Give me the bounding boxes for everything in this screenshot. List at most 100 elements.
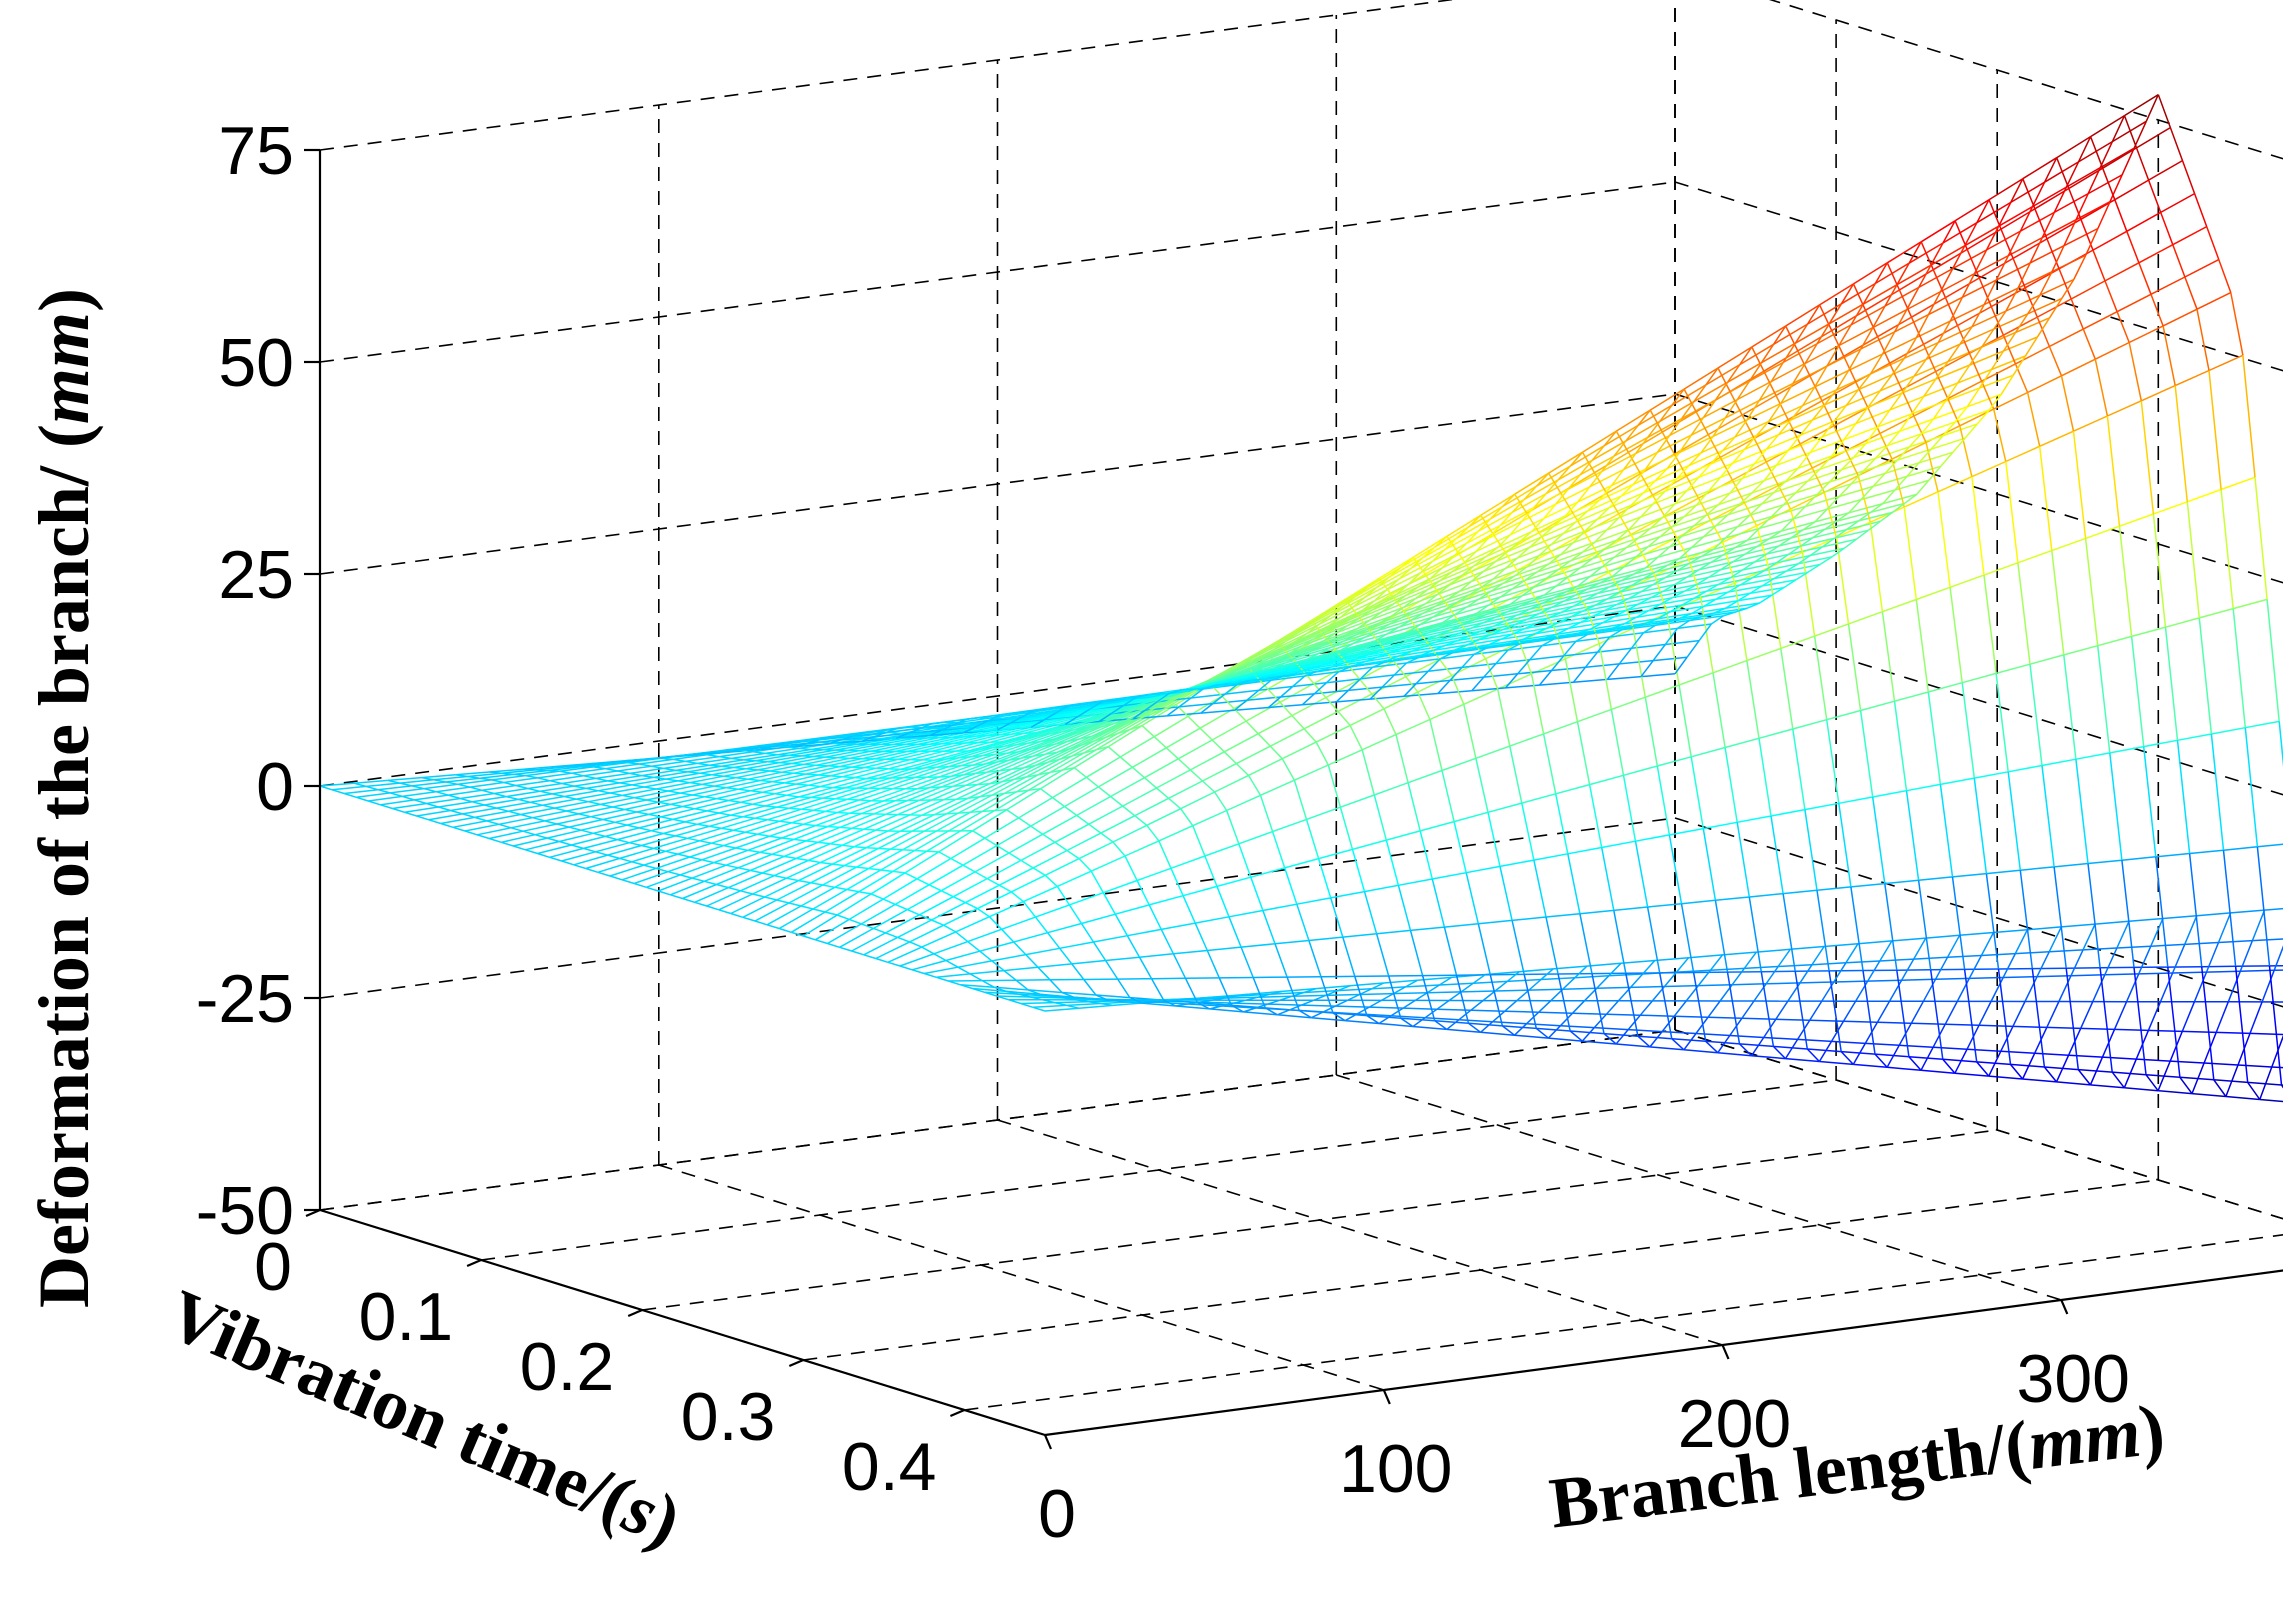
mesh-segment: [847, 798, 860, 801]
mesh-segment: [1857, 373, 1872, 391]
mesh-segment: [823, 743, 858, 751]
mesh-segment: [2125, 973, 2140, 1002]
mesh-segment: [1901, 378, 1937, 394]
mesh-segment: [1055, 717, 1068, 721]
mesh-segment: [1908, 241, 1922, 264]
mesh-segment: [1073, 746, 1109, 769]
mesh-segment: [975, 771, 988, 775]
mesh-segment: [1775, 449, 1789, 466]
mesh-segment: [2082, 328, 2096, 360]
mesh-segment: [1897, 448, 1932, 461]
mesh-segment: [1790, 405, 1804, 421]
mesh-segment: [1911, 395, 1925, 415]
mesh-segment: [2123, 1058, 2137, 1089]
mesh-segment: [2138, 945, 2152, 975]
mesh-segment: [1026, 714, 1039, 718]
mesh-segment: [1567, 846, 1602, 855]
mesh-segment: [2230, 909, 2265, 914]
mesh-segment: [1080, 923, 1095, 943]
mesh-segment: [1568, 621, 1581, 630]
mesh-segment: [1495, 546, 1530, 563]
mesh-segment: [1993, 391, 2028, 410]
mesh-segment: [445, 781, 459, 786]
mesh-segment: [1710, 615, 1724, 625]
mesh-segment: [617, 765, 652, 772]
mesh-segment: [1794, 971, 1809, 1050]
mesh-segment: [1451, 613, 1487, 624]
mesh-segment: [464, 830, 478, 836]
mesh-segment: [1614, 610, 1649, 618]
mesh-segment: [1591, 440, 1627, 461]
mesh-segment: [1008, 833, 1044, 854]
mesh-segment: [2176, 740, 2191, 854]
mesh-segment: [1400, 546, 1436, 568]
mesh-segment: [2119, 513, 2154, 527]
mesh-segment: [636, 803, 671, 813]
mesh-segment: [892, 850, 928, 873]
mesh-segment: [1045, 751, 1058, 755]
mesh-segment: [810, 882, 823, 886]
mesh-segment: [2092, 249, 2106, 282]
mesh-segment: [684, 821, 698, 826]
mesh-segment: [1831, 330, 1845, 357]
mesh-segment: [1468, 1022, 1482, 1033]
mesh-segment: [450, 804, 485, 812]
mesh-segment: [738, 867, 751, 872]
mesh-segment: [1284, 623, 1320, 643]
mesh-segment: [1541, 594, 1576, 605]
mesh-segment: [1459, 625, 1494, 634]
mesh-segment: [900, 767, 913, 771]
mesh-segment: [1314, 655, 1327, 662]
mesh-segment: [1190, 693, 1225, 699]
mesh-segment: [1517, 543, 1552, 559]
mesh-segment: [1371, 982, 1385, 990]
mesh-segment: [1606, 1013, 1641, 1016]
mesh-segment: [929, 729, 943, 737]
mesh-segment: [979, 941, 1014, 952]
mesh-segment: [1098, 766, 1133, 788]
mesh-segment: [1536, 560, 1571, 573]
mesh-segment: [764, 896, 777, 901]
mesh-segment: [607, 774, 642, 782]
mesh-segment: [633, 870, 669, 885]
mesh-segment: [1008, 999, 1022, 1005]
mesh-segment: [510, 820, 545, 829]
mesh-segment: [1867, 407, 1881, 434]
mesh-segment: [1359, 988, 1373, 996]
mesh-segment: [1708, 477, 1743, 492]
mesh-segment: [1966, 249, 1980, 279]
mesh-segment: [636, 811, 649, 816]
mesh-segment: [1410, 612, 1424, 621]
mesh-segment: [793, 765, 829, 774]
mesh-segment: [1695, 1032, 1730, 1037]
mesh-segment: [1567, 474, 1581, 490]
mesh-segment: [402, 790, 437, 798]
mesh-segment: [893, 737, 928, 746]
mesh-segment: [786, 861, 821, 879]
mesh-segment: [1252, 977, 1266, 1009]
mesh-segment: [1483, 557, 1518, 573]
mesh-segment: [989, 781, 1002, 785]
mesh-segment: [1673, 453, 1688, 477]
mesh-segment: [955, 931, 969, 943]
mesh-segment: [1853, 443, 1867, 458]
mesh-segment: [2008, 764, 2043, 773]
mesh-segment: [522, 830, 536, 836]
mesh-segment: [2054, 862, 2089, 868]
mesh-segment: [1533, 488, 1569, 509]
mesh-segment: [1354, 587, 1368, 598]
mesh-segment: [1495, 989, 1530, 992]
mesh-segment: [1492, 512, 1528, 535]
mesh-segment: [1681, 597, 1695, 606]
mesh-segment: [1369, 686, 1383, 700]
mesh-segment: [1514, 617, 1550, 626]
mesh-segment: [827, 923, 862, 945]
mesh-segment: [1613, 436, 1649, 457]
mesh-segment: [1446, 1019, 1460, 1030]
mesh-segment: [622, 794, 635, 799]
mesh-segment: [380, 804, 393, 810]
mesh-segment: [1756, 948, 1791, 953]
mesh-segment: [1644, 697, 1659, 767]
mesh-segment: [919, 722, 933, 730]
mesh-segment: [1819, 455, 1833, 470]
